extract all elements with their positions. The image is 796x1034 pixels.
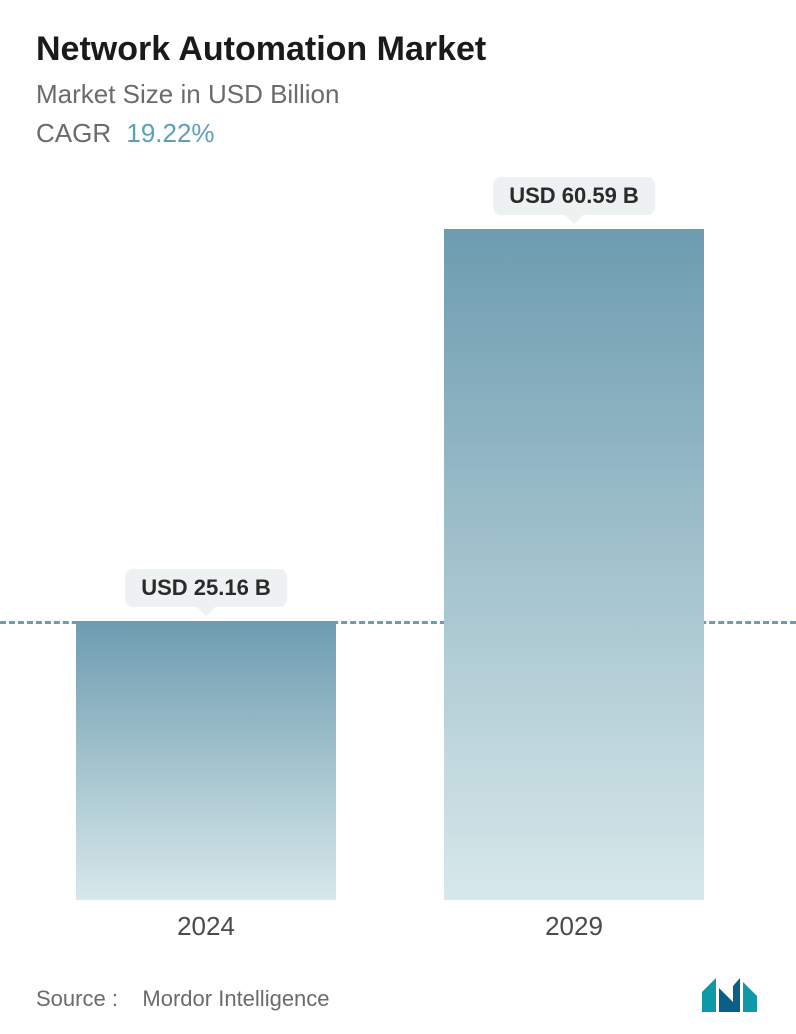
- chart-title: Network Automation Market: [36, 30, 760, 69]
- chart-container: Network Automation Market Market Size in…: [0, 0, 796, 1034]
- value-bubble-2024: USD 25.16 B: [125, 569, 287, 607]
- logo-shape-mid: [719, 978, 740, 1012]
- x-label-2029: 2029: [444, 911, 704, 942]
- brand-logo-icon: [702, 978, 760, 1012]
- logo-shape-right: [743, 982, 757, 1012]
- bar-2029: USD 60.59 B 2029: [444, 229, 704, 900]
- cagr-line: CAGR 19.22%: [36, 118, 760, 149]
- cagr-label: CAGR: [36, 118, 111, 148]
- bar-2024: USD 25.16 B 2024: [76, 621, 336, 900]
- logo-shape-left: [702, 978, 716, 1012]
- value-label-2024: USD 25.16 B: [141, 575, 271, 600]
- x-label-2024: 2024: [76, 911, 336, 942]
- chart-footer: Source : Mordor Intelligence: [36, 978, 760, 1012]
- source-line: Source : Mordor Intelligence: [36, 986, 330, 1012]
- cagr-value: 19.22%: [126, 118, 214, 148]
- value-bubble-2029: USD 60.59 B: [493, 177, 655, 215]
- bar-fill-2024: [76, 621, 336, 900]
- value-label-2029: USD 60.59 B: [509, 183, 639, 208]
- bar-fill-2029: [444, 229, 704, 900]
- source-value: Mordor Intelligence: [142, 986, 329, 1011]
- source-label: Source :: [36, 986, 118, 1011]
- chart-subtitle: Market Size in USD Billion: [36, 79, 760, 110]
- chart-plot-area: USD 25.16 B 2024 USD 60.59 B 2029: [0, 180, 796, 940]
